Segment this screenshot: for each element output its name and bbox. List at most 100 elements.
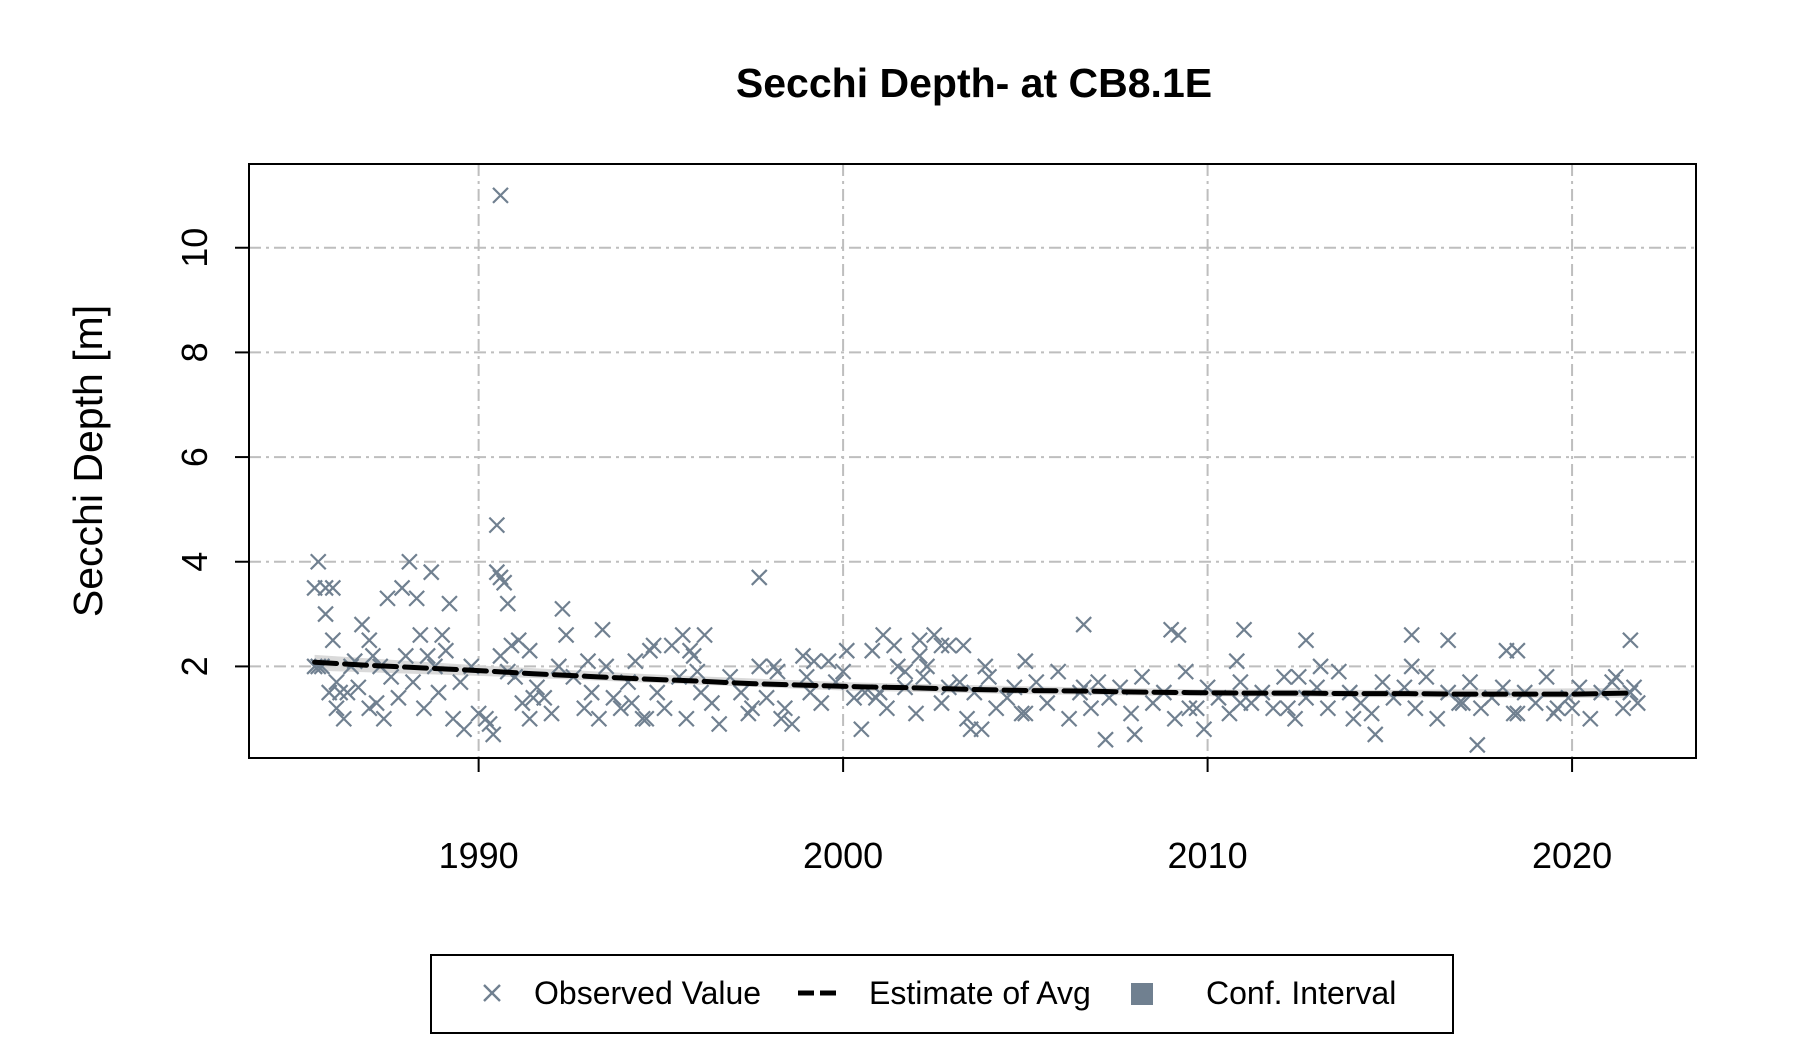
observed-point	[1527, 694, 1544, 712]
observed-point	[419, 647, 436, 665]
observed-point	[1461, 673, 1479, 691]
observed-point	[1232, 673, 1249, 691]
observed-point	[422, 563, 440, 581]
observed-point	[1177, 663, 1194, 680]
observed-point	[674, 626, 692, 644]
observed-point	[1017, 705, 1034, 722]
observed-point	[364, 647, 382, 665]
observed-point	[1312, 658, 1329, 675]
observed-point	[433, 626, 451, 644]
observed-point	[783, 715, 801, 733]
observed-point	[750, 658, 768, 675]
observed-point	[641, 642, 659, 659]
x-tick-label: 1990	[439, 835, 519, 876]
observed-point	[1060, 710, 1078, 728]
observed-point	[375, 710, 393, 728]
observed-point	[885, 637, 903, 654]
observed-point	[1082, 700, 1100, 717]
observed-point	[401, 553, 418, 571]
observed-point	[889, 658, 907, 675]
observed-point	[1028, 673, 1045, 691]
observed-point	[1089, 673, 1107, 691]
observed-point	[1122, 705, 1140, 722]
observed-point	[1013, 705, 1030, 722]
x-tick-label: 2010	[1168, 835, 1248, 876]
observed-point	[794, 647, 812, 665]
legend-item-observed-value: Observed Value	[483, 975, 761, 1011]
y-tick-label: 10	[174, 228, 215, 268]
observed-point	[1403, 658, 1420, 675]
observed-point	[455, 720, 473, 738]
observed-point	[638, 710, 655, 728]
observed-point	[543, 705, 560, 722]
observed-point	[503, 637, 520, 654]
observed-point	[597, 658, 615, 675]
legend-conf-interval-square-icon	[1131, 983, 1153, 1005]
observed-point	[495, 574, 513, 591]
observed-point	[867, 689, 885, 707]
observed-point	[1439, 631, 1457, 649]
observed-point	[1049, 663, 1067, 680]
legend-box	[430, 954, 1454, 1034]
observed-point	[1418, 668, 1435, 686]
observed-point	[1126, 726, 1143, 743]
observed-point	[408, 590, 425, 607]
x-axis: 1990 2000 2010 2020	[439, 758, 1612, 876]
x-tick-label: 2000	[803, 835, 883, 876]
observed-point	[393, 579, 411, 597]
observed-point	[681, 642, 699, 659]
observed-point	[1450, 694, 1468, 712]
observed-point	[441, 595, 458, 612]
observed-point	[732, 684, 750, 701]
observed-point	[1166, 710, 1184, 728]
observed-point	[820, 652, 837, 670]
observed-point	[612, 700, 630, 717]
observed-point	[1279, 700, 1297, 717]
observed-point	[324, 579, 342, 597]
observed-point	[710, 715, 728, 733]
observed-point	[514, 694, 531, 712]
x-tick-label: 2020	[1532, 835, 1612, 876]
observed-point	[1162, 621, 1180, 639]
estimate-line-layer	[312, 659, 1630, 697]
observed-point	[656, 700, 673, 717]
observed-point	[911, 647, 928, 665]
legend-observed-marker-icon	[483, 984, 501, 1002]
observed-point	[772, 710, 790, 728]
observed-point	[452, 673, 469, 691]
observed-point	[528, 679, 546, 696]
observed-point	[576, 700, 593, 717]
legend: Observed Value Estimate of Avg Conf. Int…	[430, 954, 1454, 1034]
observed-point	[477, 710, 495, 728]
observed-point	[368, 694, 385, 712]
observed-point	[605, 689, 622, 707]
observed-point	[765, 658, 783, 675]
observed-point	[579, 652, 597, 670]
observed-point	[678, 710, 695, 728]
observed-point	[1428, 710, 1446, 728]
estimate-line	[312, 659, 1630, 697]
observed-point	[1133, 668, 1151, 686]
observed-point	[634, 710, 651, 728]
observed-point	[1403, 626, 1420, 644]
observed-point	[863, 642, 881, 659]
observed-point	[958, 710, 976, 728]
observed-point	[1614, 700, 1632, 717]
observed-point	[1345, 710, 1362, 728]
observed-point	[685, 647, 702, 665]
observed-point	[361, 631, 378, 649]
y-axis-label: Secchi Depth [m]	[65, 305, 111, 617]
observed-point	[1290, 668, 1307, 686]
observed-point	[743, 700, 761, 717]
observed-point	[583, 684, 600, 701]
observed-point	[976, 658, 994, 675]
observed-point	[907, 705, 925, 722]
observed-point	[776, 700, 794, 717]
observed-point	[317, 579, 334, 597]
observed-point	[758, 689, 775, 707]
y-tick-label: 2	[174, 656, 215, 676]
observed-point	[320, 684, 338, 701]
observed-point	[492, 187, 509, 204]
observed-point	[838, 642, 856, 659]
legend-item-conf-interval: Conf. Interval	[1131, 975, 1396, 1011]
